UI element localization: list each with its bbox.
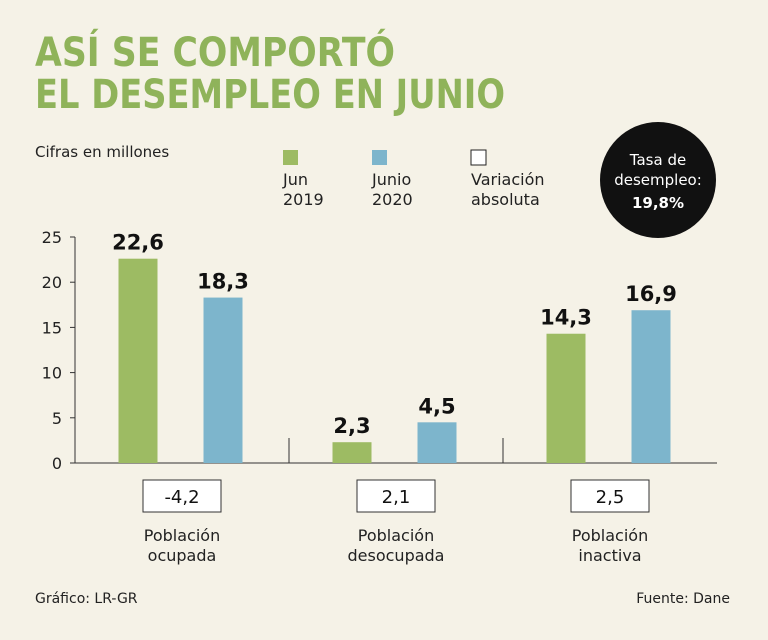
title-line: EL DESEMPLEO EN JUNIO [35,72,505,118]
legend-label: Junio 2020 [372,170,413,209]
x-tick-label: Población desocupada [347,526,445,565]
legend-label: Jun 2019 [283,170,324,209]
y-tick-label: 15 [42,318,62,337]
variation-box [142,479,222,513]
variation-box [570,479,650,513]
bar [631,310,671,463]
rate-badge [600,122,716,238]
legend-swatch [372,150,387,165]
y-tick-label: 20 [42,273,62,292]
bar [118,258,158,463]
x-tick-label: Población inactiva [571,526,649,565]
variation-label: -4,2 [164,487,199,508]
value-label: 14,3 [540,306,592,330]
value-label: 4,5 [418,394,455,418]
bar [546,333,586,463]
title-line: ASÍ SE COMPORTÓ [35,28,395,76]
legend-swatch [283,150,298,165]
y-tick-label: 25 [42,228,62,247]
rate-value: 19,8% [631,194,685,212]
legend-label: Variación absoluta [471,170,545,209]
bar [203,297,243,463]
x-tick-label: Población ocupada [143,526,221,565]
credit: Gráfico: LR-GR [35,591,138,607]
value-label: 18,3 [197,270,249,294]
value-label: 2,3 [333,414,370,438]
variation-label: 2,1 [382,487,411,508]
rate-label: Tasa de desempleo: [614,151,702,189]
legend-swatch [470,149,487,166]
value-label: 22,6 [112,231,164,255]
source: Fuente: Dane [636,591,730,607]
value-label: 16,9 [625,282,677,306]
variation-label: 2,5 [596,487,625,508]
variation-box [356,479,436,513]
bar [332,442,372,463]
subtitle: Cifras en millones [35,143,169,161]
y-tick-label: 5 [52,409,62,428]
y-tick-label: 0 [52,454,62,473]
y-tick-label: 10 [42,364,62,383]
bar [417,422,457,463]
